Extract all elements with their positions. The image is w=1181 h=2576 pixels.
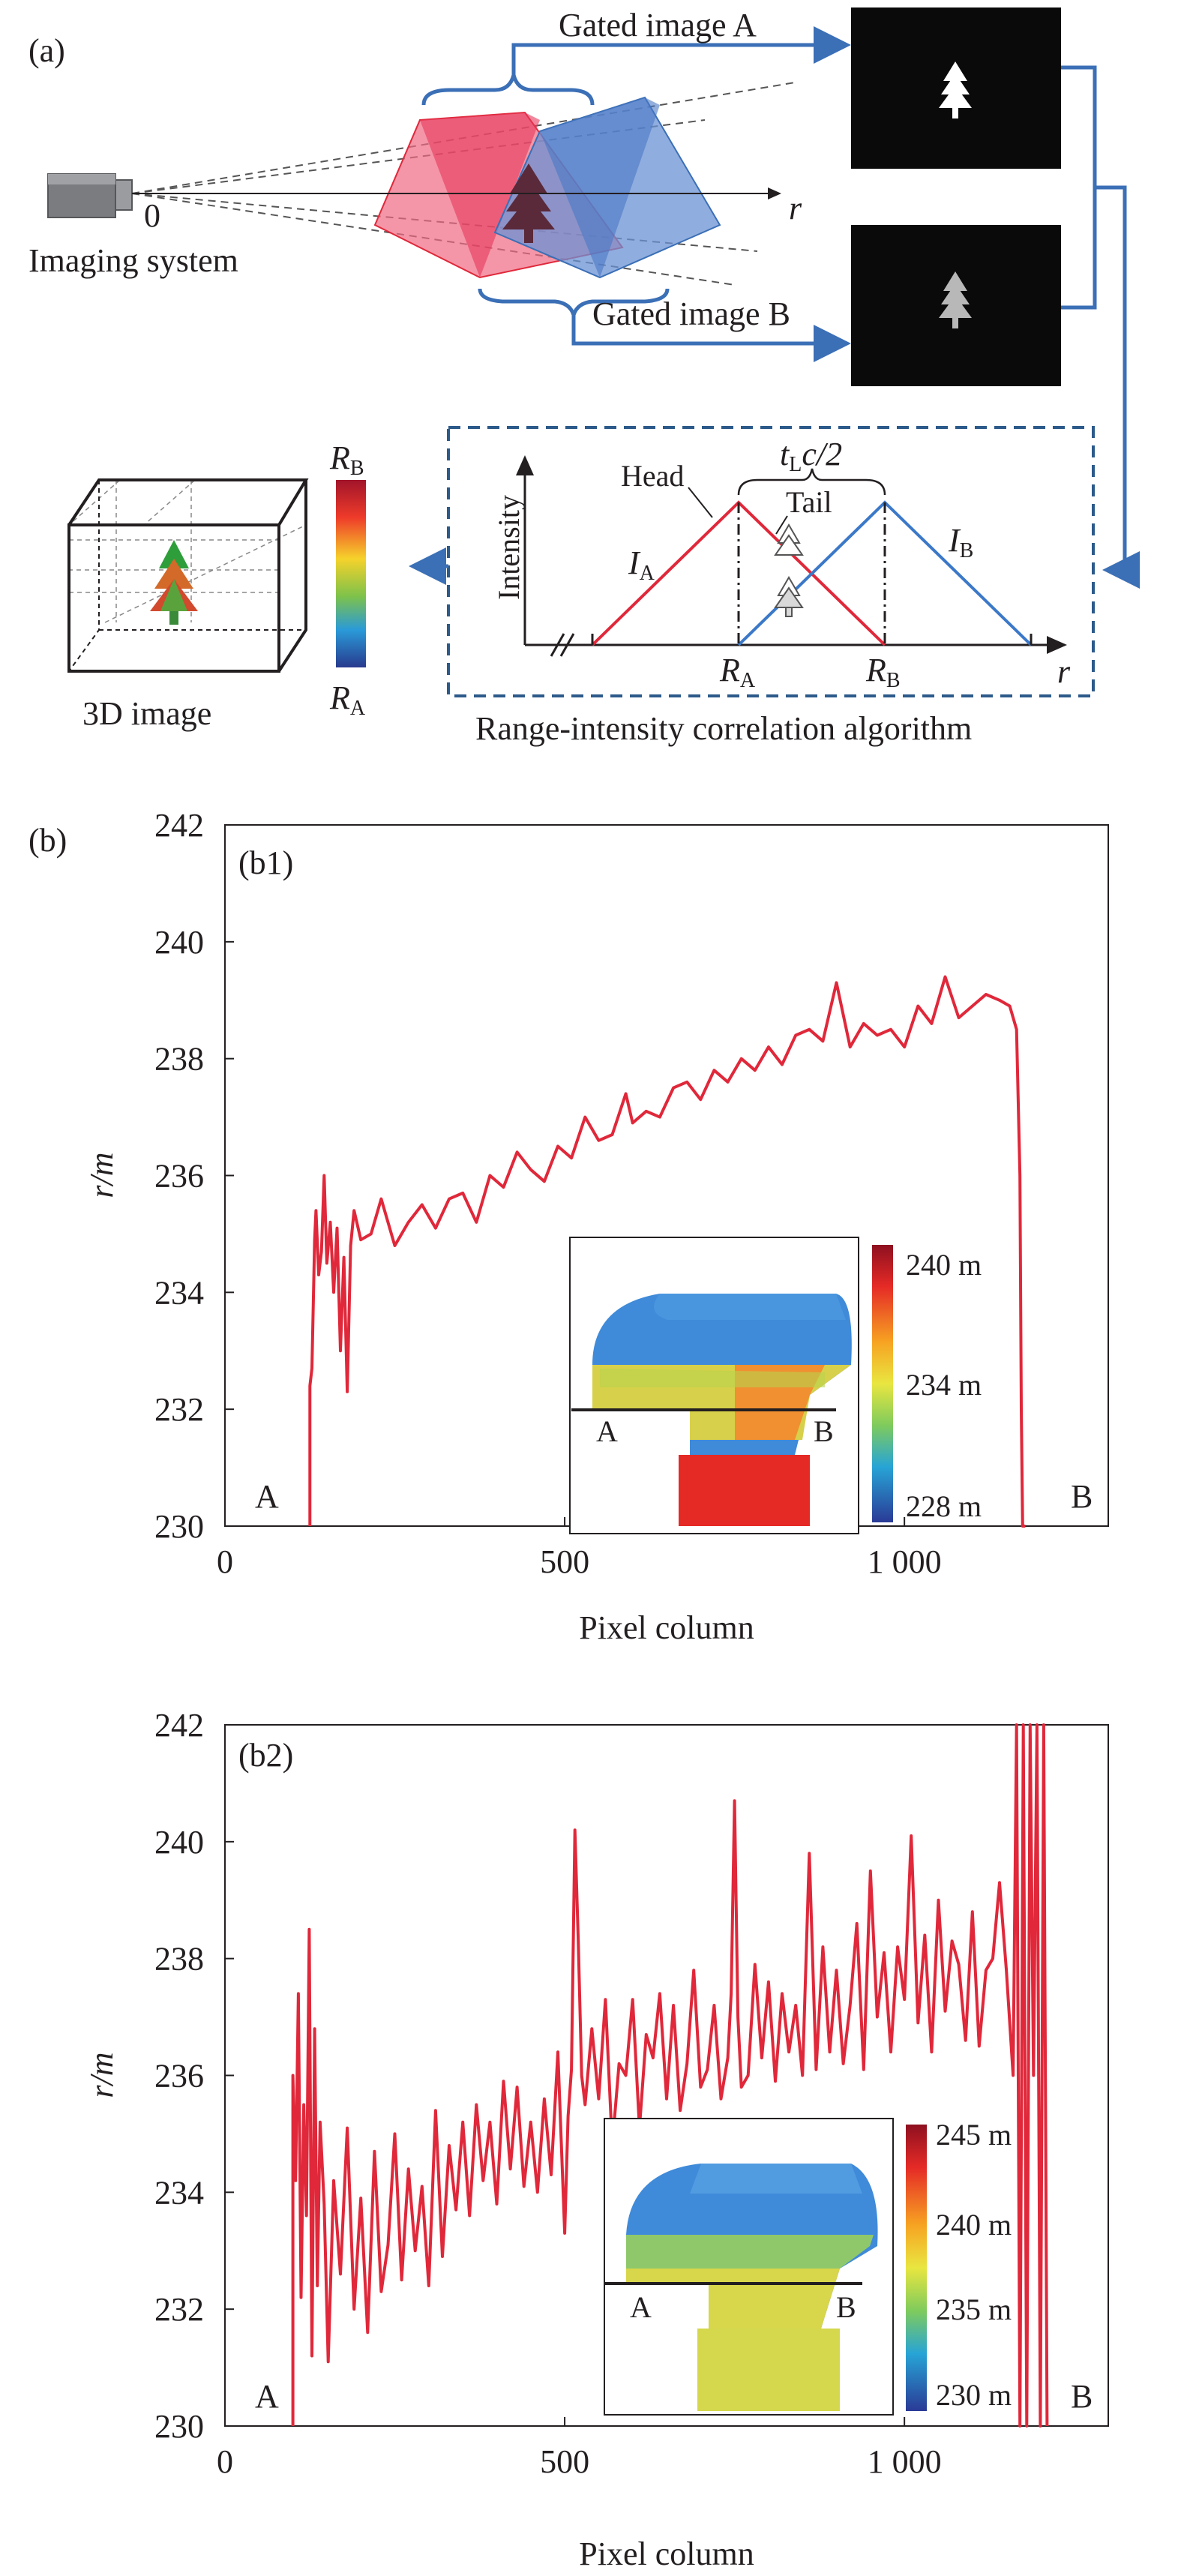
inset-b2-cbar-3: 235 m	[936, 2293, 1012, 2326]
panel-a: (a) 0 Imaging system r Gated image A Gat…	[28, 7, 1181, 747]
inset-b1: A B 240 m 234 m 228 m	[569, 1237, 982, 1534]
camera-icon	[47, 173, 133, 218]
series-line	[291, 1723, 1049, 2428]
tree-icon	[502, 163, 555, 243]
gated-image-b	[851, 225, 1061, 386]
colorbar-3d	[336, 480, 366, 667]
axis-break	[550, 633, 575, 657]
r-axis-label: r	[789, 190, 802, 226]
x-tick-label: 1 000	[868, 2443, 942, 2480]
inset-b2-colorbar	[906, 2125, 927, 2411]
gated-image-b-label: Gated image B	[592, 295, 790, 332]
y-tick-label: 236	[154, 2058, 204, 2095]
gated-image-a	[851, 7, 1061, 169]
brace-a	[421, 74, 595, 106]
inset-b2-cbar-4: 230 m	[936, 2378, 1012, 2412]
inset-b2-cbar-1: 245 m	[936, 2118, 1012, 2152]
algorithm-box	[447, 426, 1095, 697]
y-tick-label: 242	[154, 807, 204, 844]
inset-b1-cbar-1: 240 m	[906, 1248, 982, 1282]
chart-b1: (b1) 230 232 234 236 238 240 242 0 500 1 000 r/m Pi…	[83, 807, 1109, 1646]
y-tick-label: 232	[154, 1391, 204, 1428]
ib-label: IB	[948, 522, 973, 562]
inset-b2-cbar-2: 240 m	[936, 2208, 1012, 2242]
small-tree-icon	[774, 523, 804, 617]
x-axis-label: Pixel column	[579, 2536, 754, 2572]
y-tick-label: 234	[154, 1274, 204, 1311]
marker-b: B	[1071, 1478, 1093, 1515]
3d-image-label: 3D image	[82, 695, 211, 732]
b2-panel-label: (b2)	[238, 1737, 293, 1774]
inset-b1-b: B	[814, 1414, 834, 1448]
inset-b1-cbar-3: 228 m	[906, 1489, 982, 1523]
panel-b-label: (b)	[28, 822, 67, 859]
y-tick-label: 236	[154, 1158, 204, 1195]
inset-b2-b: B	[836, 2290, 856, 2324]
y-tick-label: 240	[154, 1824, 204, 1861]
alg-y-label: Intensity	[492, 495, 526, 600]
y-tick-label: 234	[154, 2174, 204, 2211]
b1-panel-label: (b1)	[238, 844, 293, 881]
y-tick-label: 240	[154, 924, 204, 961]
inset-b1-a: A	[596, 1414, 618, 1448]
marker-b: B	[1071, 2378, 1093, 2415]
x-tick-label: 0	[217, 2443, 233, 2480]
x-tick-label: 500	[540, 2443, 589, 2480]
rb-label: RB	[865, 652, 901, 692]
origin-label: 0	[144, 197, 160, 234]
series-line	[308, 975, 1026, 1528]
connector-a	[511, 26, 851, 75]
chart-b2: (b2) 230 232 234 236 238 240 242 0 500 1 000 r/m Pi…	[83, 1707, 1109, 2572]
connector-merge	[1061, 65, 1125, 570]
cbar-rb-label: RB	[329, 439, 364, 480]
inset-b2: A B 245 m 240 m 235 m 230 m	[604, 2118, 1012, 2416]
x-tick-label: 500	[540, 1543, 589, 1580]
gate-volume-b	[493, 96, 721, 279]
panel-a-label: (a)	[28, 32, 65, 69]
marker-a: A	[255, 2378, 279, 2415]
tail-label: Tail	[786, 485, 832, 519]
y-tick-label: 232	[154, 2291, 204, 2328]
y-tick-label: 230	[154, 1508, 204, 1545]
marker-a: A	[255, 1478, 279, 1515]
cbar-ra-label: RA	[329, 679, 366, 720]
gated-image-a-label: Gated image A	[559, 7, 757, 43]
y-axis-label: r/m	[83, 2052, 120, 2098]
y-tick-label: 242	[154, 1707, 204, 1744]
inset-b1-cbar-2: 234 m	[906, 1368, 982, 1402]
tlc2-label: tLc/2	[780, 436, 842, 476]
ra-label: RA	[719, 652, 756, 692]
tree-3d-icon	[150, 540, 198, 625]
y-tick-label: 238	[154, 1941, 204, 1978]
y-axis-label: r/m	[83, 1152, 120, 1198]
x-axis-label: Pixel column	[579, 1609, 754, 1646]
y-tick-label: 230	[154, 2408, 204, 2445]
x-tick-label: 0	[217, 1543, 233, 1580]
imaging-system-label: Imaging system	[28, 242, 238, 279]
y-tick-label: 238	[154, 1041, 204, 1078]
alg-r-label: r	[1057, 653, 1071, 690]
x-tick-label: 1 000	[868, 1543, 942, 1580]
ia-label: IA	[628, 544, 655, 585]
algorithm-title: Range-intensity correlation algorithm	[475, 710, 972, 747]
inset-b1-colorbar	[872, 1245, 893, 1522]
brace-tlc2	[737, 468, 886, 496]
connector-b	[571, 315, 851, 362]
head-label: Head	[621, 459, 684, 493]
cube-3d	[67, 478, 309, 673]
inset-b2-a: A	[630, 2290, 652, 2324]
